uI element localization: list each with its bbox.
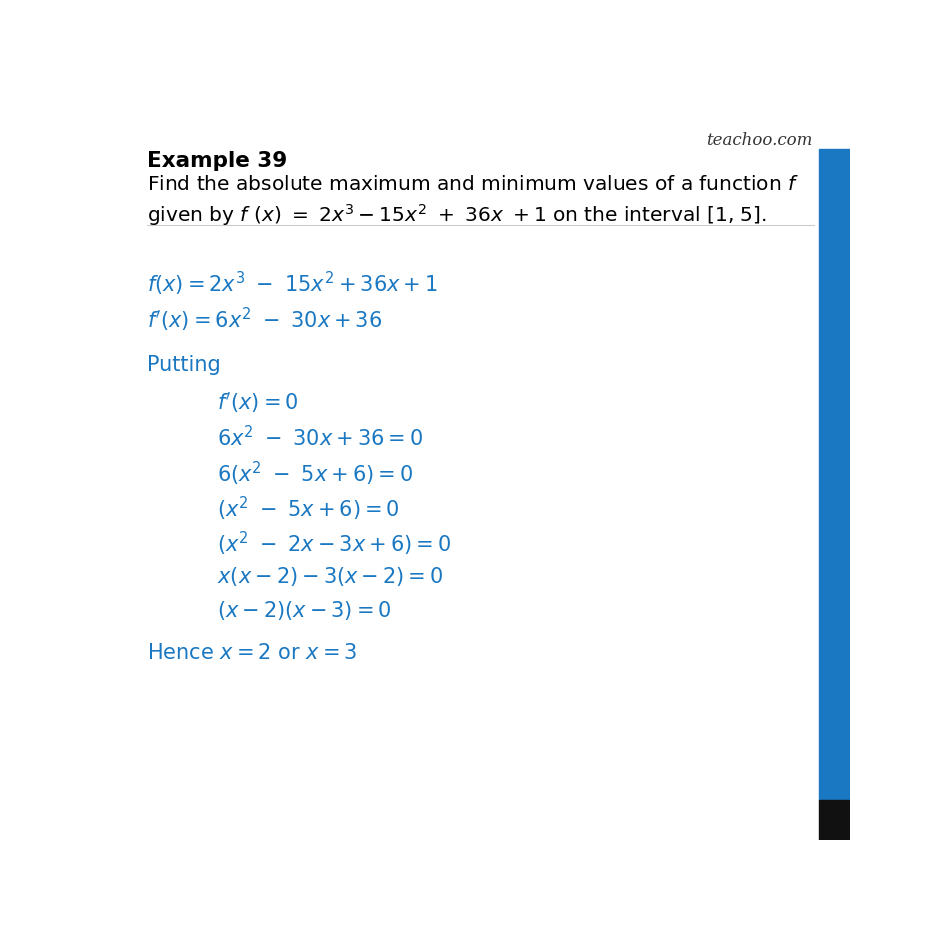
Text: $f'(x) = 0$: $f'(x) = 0$ <box>217 390 298 414</box>
Text: Putting: Putting <box>147 355 221 375</box>
FancyBboxPatch shape <box>818 149 850 801</box>
Text: Example 39: Example 39 <box>147 151 287 171</box>
Text: $f'(x) = 6x^2\ -\ 30x + 36$: $f'(x) = 6x^2\ -\ 30x + 36$ <box>147 306 382 334</box>
Text: $(x^2\ -\ 5x + 6) = 0$: $(x^2\ -\ 5x + 6) = 0$ <box>217 494 399 522</box>
Text: $f(x) = 2x^3\ -\ 15x^2 + 36x + 1$: $f(x) = 2x^3\ -\ 15x^2 + 36x + 1$ <box>147 270 438 297</box>
Text: $6x^2\ -\ 30x + 36 = 0$: $6x^2\ -\ 30x + 36 = 0$ <box>217 425 423 449</box>
Text: $(x - 2)(x - 3) = 0$: $(x - 2)(x - 3) = 0$ <box>217 598 391 622</box>
Text: given by $f\ (x)\ =\ 2x^3 - 15x^2\ +\ 36x\ + 1$ on the interval [1, 5].: given by $f\ (x)\ =\ 2x^3 - 15x^2\ +\ 36… <box>147 202 767 228</box>
FancyBboxPatch shape <box>818 801 850 840</box>
Text: $(x^2\ -\ 2x - 3x + 6) = 0$: $(x^2\ -\ 2x - 3x + 6) = 0$ <box>217 529 450 557</box>
Text: teachoo.com: teachoo.com <box>705 131 812 148</box>
Text: Find the absolute maximum and minimum values of a function $f$: Find the absolute maximum and minimum va… <box>147 175 799 194</box>
Text: $x(x - 2) - 3(x - 2) = 0$: $x(x - 2) - 3(x - 2) = 0$ <box>217 564 443 587</box>
Text: $6(x^2\ -\ 5x + 6) = 0$: $6(x^2\ -\ 5x + 6) = 0$ <box>217 460 413 487</box>
Text: Hence $x = 2$ or $x = 3$: Hence $x = 2$ or $x = 3$ <box>147 643 357 663</box>
